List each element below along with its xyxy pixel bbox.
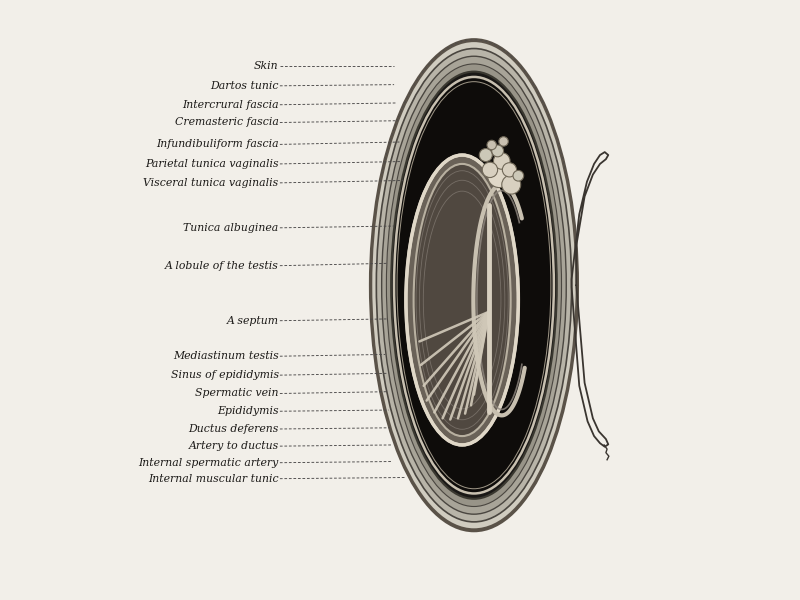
Circle shape — [492, 145, 503, 157]
Text: Epididymis: Epididymis — [217, 406, 278, 416]
Text: Artery to ductus: Artery to ductus — [189, 441, 278, 451]
Text: Visceral tunica vaginalis: Visceral tunica vaginalis — [143, 178, 278, 188]
Text: Cremasteric fascia: Cremasteric fascia — [175, 118, 278, 127]
Ellipse shape — [376, 49, 571, 522]
Ellipse shape — [391, 71, 557, 499]
Circle shape — [502, 163, 517, 177]
Text: A lobule of the testis: A lobule of the testis — [165, 260, 278, 271]
Circle shape — [499, 137, 508, 146]
Ellipse shape — [397, 82, 551, 489]
Ellipse shape — [406, 155, 518, 445]
Ellipse shape — [394, 77, 554, 493]
Circle shape — [487, 164, 511, 188]
Text: Intercrural fascia: Intercrural fascia — [182, 100, 278, 110]
Text: Spermatic vein: Spermatic vein — [195, 388, 278, 398]
Ellipse shape — [386, 64, 562, 506]
Text: Parietal tunica vaginalis: Parietal tunica vaginalis — [145, 159, 278, 169]
Text: Dartos tunic: Dartos tunic — [210, 81, 278, 91]
Text: Tunica albuginea: Tunica albuginea — [183, 223, 278, 233]
Ellipse shape — [371, 41, 577, 530]
Circle shape — [513, 170, 524, 181]
Text: Sinus of epididymis: Sinus of epididymis — [170, 370, 278, 380]
Text: Internal spermatic artery: Internal spermatic artery — [138, 458, 278, 468]
Text: Mediastinum testis: Mediastinum testis — [173, 351, 278, 361]
Text: Infundibuliform fascia: Infundibuliform fascia — [156, 139, 278, 149]
Ellipse shape — [414, 164, 510, 436]
Circle shape — [487, 140, 497, 150]
Text: A septum: A septum — [226, 316, 278, 326]
Circle shape — [479, 149, 492, 161]
Circle shape — [502, 175, 521, 194]
Circle shape — [482, 162, 498, 178]
Circle shape — [494, 152, 510, 169]
Text: Skin: Skin — [254, 61, 278, 71]
Text: Internal muscular tunic: Internal muscular tunic — [148, 473, 278, 484]
Ellipse shape — [382, 56, 566, 514]
Text: Ductus deferens: Ductus deferens — [188, 424, 278, 434]
Ellipse shape — [370, 40, 578, 531]
